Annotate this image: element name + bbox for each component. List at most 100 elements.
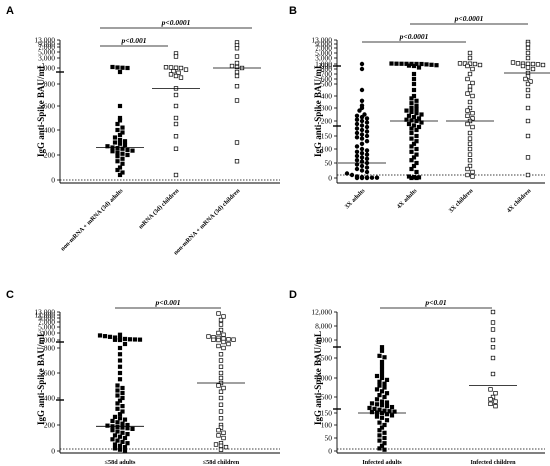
- category-label: Infected adults: [362, 459, 402, 466]
- data-point: [369, 175, 375, 180]
- data-point: [359, 118, 365, 124]
- data-point: [226, 337, 231, 342]
- data-point: [221, 332, 226, 337]
- data-point: [416, 175, 422, 180]
- data-point: [125, 422, 130, 428]
- data-point: [176, 70, 181, 75]
- data-point: [364, 152, 370, 157]
- y-tick-label: 150: [321, 132, 333, 141]
- data-point: [414, 61, 419, 67]
- data-point: [465, 121, 470, 127]
- data-point: [414, 152, 419, 157]
- data-point: [414, 107, 419, 112]
- data-point: [406, 113, 412, 118]
- data-point: [411, 76, 417, 82]
- data-point: [354, 113, 360, 119]
- data-point: [122, 336, 128, 342]
- panel-a-y-axis-label: IgG anti-Spike BAU/mL: [36, 63, 46, 157]
- data-point: [120, 161, 125, 166]
- data-point: [525, 172, 531, 178]
- data-point: [117, 132, 123, 138]
- data-point: [359, 127, 365, 133]
- data-point: [535, 62, 541, 67]
- data-point: [525, 41, 531, 47]
- data-point: [488, 401, 493, 407]
- data-point: [379, 371, 385, 377]
- data-point: [384, 391, 390, 396]
- data-point: [354, 166, 360, 172]
- data-point: [218, 416, 224, 421]
- data-point: [467, 61, 473, 66]
- data-point: [379, 345, 385, 350]
- data-point: [465, 91, 470, 96]
- data-point: [122, 142, 128, 148]
- data-point: [409, 126, 414, 131]
- data-point: [406, 174, 412, 179]
- data-point: [382, 385, 387, 390]
- data-point: [414, 160, 419, 166]
- data-point: [122, 341, 128, 347]
- data-point: [540, 62, 546, 68]
- y-tick-label: 1,000: [38, 64, 55, 73]
- data-point: [467, 71, 473, 77]
- data-point: [377, 379, 382, 384]
- data-point: [105, 144, 110, 149]
- data-point: [465, 63, 470, 69]
- data-point: [411, 63, 417, 69]
- data-point: [364, 133, 370, 139]
- data-point: [117, 412, 123, 417]
- data-point: [218, 352, 224, 357]
- data-point: [374, 410, 380, 415]
- series-3: [213, 40, 261, 164]
- data-point: [173, 121, 179, 127]
- y-tick-label: 900: [321, 62, 333, 71]
- data-point: [399, 61, 404, 66]
- data-point: [374, 402, 380, 407]
- data-point: [115, 383, 120, 388]
- data-point: [115, 401, 120, 406]
- data-point: [510, 60, 516, 65]
- data-point: [369, 401, 375, 406]
- panel-d-y-axis-label: IgG anti-Spike BAU/mL: [313, 331, 323, 425]
- data-point: [394, 61, 399, 66]
- data-point: [467, 99, 473, 105]
- data-point: [117, 69, 123, 75]
- data-point: [216, 337, 221, 343]
- data-point: [117, 352, 123, 357]
- y-tick-label: 9,000: [315, 40, 332, 49]
- data-point: [364, 120, 370, 125]
- data-point: [173, 172, 179, 178]
- data-point: [411, 155, 417, 160]
- significance-label: p<0.0001: [161, 18, 191, 27]
- data-point: [525, 55, 531, 61]
- data-point: [462, 61, 468, 66]
- data-point: [105, 423, 110, 428]
- panel-c-label: C: [6, 289, 14, 301]
- significance-label: p<0.001: [121, 36, 147, 45]
- series-1: [96, 64, 144, 178]
- data-point: [112, 414, 118, 419]
- data-point: [467, 141, 473, 146]
- data-point: [465, 172, 470, 178]
- data-point: [382, 355, 387, 360]
- data-point: [411, 71, 417, 77]
- data-point: [122, 448, 128, 453]
- data-point: [382, 430, 387, 435]
- series-1: [338, 61, 386, 181]
- data-point: [374, 397, 380, 402]
- data-point: [122, 139, 128, 144]
- data-point: [411, 141, 417, 146]
- data-point: [359, 61, 365, 67]
- data-point: [183, 67, 189, 72]
- data-point: [120, 395, 125, 401]
- y-tick-label: 200: [44, 151, 56, 160]
- data-point: [389, 61, 394, 66]
- y-tick-label: 5,000: [315, 49, 332, 58]
- data-point: [411, 87, 417, 93]
- data-point: [525, 65, 531, 70]
- panel-b-label: B: [289, 5, 297, 17]
- data-point: [409, 166, 414, 172]
- data-point: [382, 408, 387, 413]
- data-point: [377, 407, 382, 412]
- data-point: [218, 443, 224, 448]
